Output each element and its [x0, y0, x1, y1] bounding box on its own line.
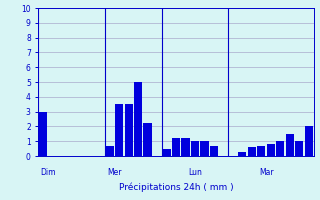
Bar: [181, 138, 189, 156]
Bar: [286, 134, 294, 156]
Text: Mer: Mer: [107, 168, 122, 177]
Bar: [39, 112, 47, 156]
Bar: [248, 147, 256, 156]
Text: Mar: Mar: [259, 168, 274, 177]
Bar: [115, 104, 123, 156]
Bar: [163, 149, 171, 156]
Bar: [200, 141, 209, 156]
Bar: [238, 152, 246, 156]
Bar: [124, 104, 132, 156]
Bar: [143, 123, 152, 156]
Bar: [257, 146, 266, 156]
Text: Précipitations 24h ( mm ): Précipitations 24h ( mm ): [119, 183, 233, 192]
Bar: [295, 141, 303, 156]
Bar: [305, 126, 313, 156]
Bar: [172, 138, 180, 156]
Bar: [267, 144, 275, 156]
Bar: [210, 146, 218, 156]
Bar: [276, 141, 284, 156]
Bar: [191, 141, 199, 156]
Text: Dim: Dim: [40, 168, 56, 177]
Bar: [134, 82, 142, 156]
Text: Lun: Lun: [188, 168, 202, 177]
Bar: [106, 146, 114, 156]
